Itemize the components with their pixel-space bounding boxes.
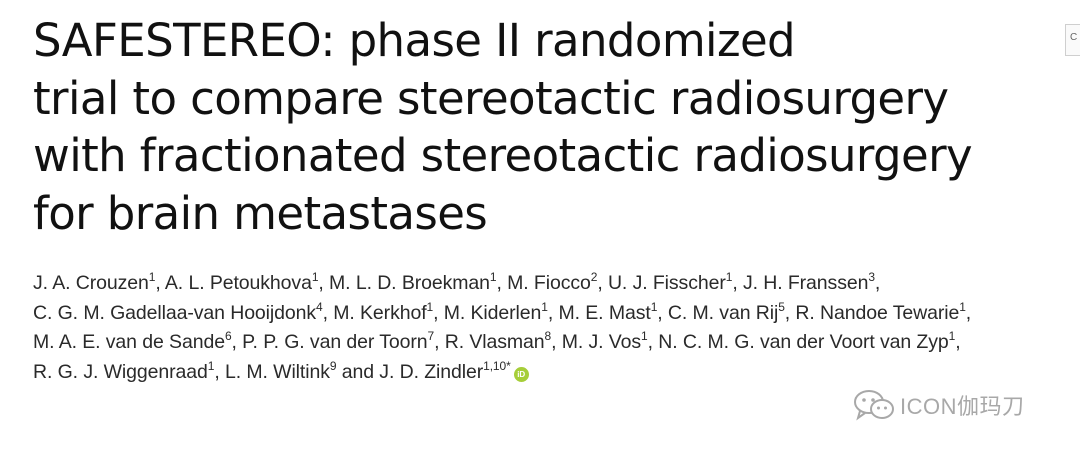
title-line-4: for brain metastases xyxy=(33,186,488,240)
affiliation-superscript: 3 xyxy=(868,270,875,284)
author-text: R. G. J. Wiggenraad xyxy=(33,360,208,383)
affiliation-superscript: 1 xyxy=(426,299,434,314)
title-line-3: with fractionated stereotactic radiosurg… xyxy=(33,129,973,182)
author-text: , M. Fiocco xyxy=(496,272,591,294)
article-title: SAFESTEREO: phase II randomized trial to… xyxy=(33,12,1033,242)
author-text: , xyxy=(874,272,881,294)
author-text: , L. M. Wiltink xyxy=(214,360,330,383)
affiliation-superscript: 4 xyxy=(316,299,323,314)
affiliation-superscript: 1 xyxy=(641,329,648,343)
affiliation-superscript: 1,10* xyxy=(483,358,511,373)
author-text: C. G. M. Gadellaa-van Hooijdonk xyxy=(33,301,317,324)
title-line-2: trial to compare stereotactic radiosurge… xyxy=(33,71,949,125)
affiliation-superscript: 7 xyxy=(427,329,435,343)
author-list: J. A. Crouzen1, A. L. Petoukhova1, M. L.… xyxy=(33,269,1078,387)
author-line: C. G. M. Gadellaa-van Hooijdonk4, M. Ker… xyxy=(33,299,1078,329)
author-text: , R. Nandoe Tewarie xyxy=(784,301,960,324)
author-line: M. A. E. van de Sande6, P. P. G. van der… xyxy=(33,328,1078,358)
author-text: , xyxy=(955,331,961,353)
title-line-1: SAFESTEREO: phase II randomized xyxy=(33,14,796,67)
author-text: , A. L. Petoukhova xyxy=(155,272,312,294)
watermark-text: ICON伽玛刀 xyxy=(900,394,1025,419)
affiliation-superscript: 1 xyxy=(959,299,966,314)
orcid-icon[interactable]: iD xyxy=(513,366,529,382)
affiliation-superscript: 1 xyxy=(948,329,956,343)
affiliation-superscript: 1 xyxy=(541,299,548,314)
author-text: M. A. E. van de Sande xyxy=(33,331,225,353)
author-text: and J. D. Zindler xyxy=(336,360,484,383)
author-text: J. A. Crouzen xyxy=(33,272,149,294)
side-panel-label: C xyxy=(1070,32,1078,43)
author-text: , M. L. D. Broekman xyxy=(318,272,490,294)
affiliation-superscript: 6 xyxy=(224,329,232,343)
author-line: R. G. J. Wiggenraad1, L. M. Wiltink9 and… xyxy=(33,358,1078,388)
affiliation-superscript: 9 xyxy=(329,358,337,373)
affiliation-superscript: 1 xyxy=(725,270,733,284)
wechat-icon xyxy=(854,390,894,421)
affiliation-superscript: 1 xyxy=(650,299,658,314)
affiliation-superscript: 1 xyxy=(489,270,497,284)
author-text: , N. C. M. G. van der Voort van Zyp xyxy=(647,331,949,353)
author-text: , M. Kerkhof xyxy=(322,301,427,324)
watermark: ICON伽玛刀 xyxy=(852,388,1025,422)
author-line: J. A. Crouzen1, A. L. Petoukhova1, M. L.… xyxy=(33,269,1078,299)
affiliation-superscript: 2 xyxy=(590,270,598,284)
affiliation-superscript: 1 xyxy=(207,358,215,373)
author-text: , xyxy=(965,301,972,324)
author-text: , U. J. Fisscher xyxy=(597,272,726,294)
author-text: , C. M. van Rij xyxy=(657,301,779,324)
affiliation-superscript: 1 xyxy=(148,270,156,284)
author-text: , R. Vlasman xyxy=(434,331,545,353)
author-text: , J. H. Franssen xyxy=(732,272,869,294)
affiliation-superscript: 1 xyxy=(311,270,319,284)
affiliation-superscript: 5 xyxy=(778,299,785,314)
affiliation-superscript: 8 xyxy=(544,329,552,343)
author-text: , M. J. Vos xyxy=(551,331,642,353)
side-panel-edge[interactable]: C xyxy=(1065,24,1080,56)
author-text: , P. P. G. van der Toorn xyxy=(231,331,428,353)
author-text: , M. E. Mast xyxy=(547,301,651,324)
author-text: , M. Kiderlen xyxy=(433,301,542,324)
